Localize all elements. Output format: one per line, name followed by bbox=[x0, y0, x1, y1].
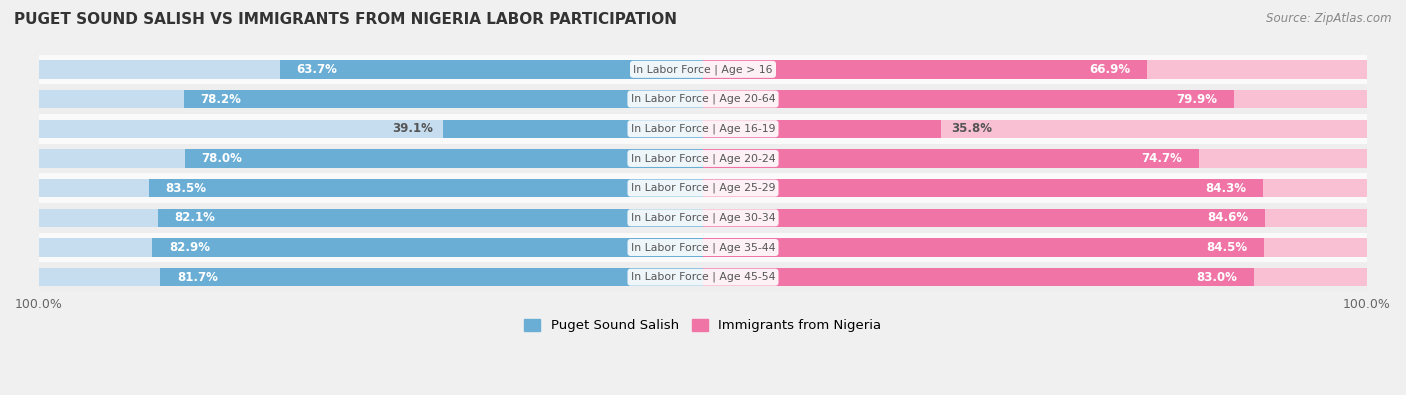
Bar bbox=[186, 149, 703, 167]
Bar bbox=[703, 120, 1367, 138]
Text: 63.7%: 63.7% bbox=[297, 63, 337, 76]
Bar bbox=[39, 114, 1367, 143]
Text: 84.3%: 84.3% bbox=[1205, 182, 1246, 195]
Text: Source: ZipAtlas.com: Source: ZipAtlas.com bbox=[1267, 12, 1392, 25]
Bar bbox=[703, 60, 1367, 79]
Bar bbox=[703, 179, 1367, 198]
Text: 78.2%: 78.2% bbox=[200, 92, 242, 105]
Bar bbox=[39, 268, 703, 286]
Text: 35.8%: 35.8% bbox=[950, 122, 991, 135]
Bar bbox=[39, 179, 703, 198]
Text: 82.1%: 82.1% bbox=[174, 211, 215, 224]
Bar bbox=[703, 120, 941, 138]
Text: In Labor Force | Age 45-54: In Labor Force | Age 45-54 bbox=[631, 272, 775, 282]
Bar bbox=[149, 179, 703, 198]
Text: In Labor Force | Age 20-24: In Labor Force | Age 20-24 bbox=[631, 153, 775, 164]
Text: 79.9%: 79.9% bbox=[1175, 92, 1218, 105]
Text: 82.9%: 82.9% bbox=[169, 241, 209, 254]
Bar bbox=[703, 268, 1367, 286]
Bar bbox=[39, 238, 703, 257]
Bar bbox=[703, 238, 1367, 257]
Bar bbox=[703, 149, 1199, 167]
Bar bbox=[39, 60, 703, 79]
Text: In Labor Force | Age > 16: In Labor Force | Age > 16 bbox=[633, 64, 773, 75]
Bar bbox=[703, 268, 1254, 286]
Bar bbox=[39, 233, 1367, 262]
Bar bbox=[39, 209, 703, 227]
Text: 81.7%: 81.7% bbox=[177, 271, 218, 284]
Bar bbox=[39, 149, 703, 167]
Bar bbox=[703, 90, 1367, 108]
Bar bbox=[39, 203, 1367, 233]
Bar bbox=[39, 143, 1367, 173]
Text: In Labor Force | Age 25-29: In Labor Force | Age 25-29 bbox=[631, 183, 775, 194]
Bar bbox=[39, 90, 703, 108]
Legend: Puget Sound Salish, Immigrants from Nigeria: Puget Sound Salish, Immigrants from Nige… bbox=[519, 314, 887, 338]
Bar bbox=[39, 120, 703, 138]
Bar bbox=[703, 90, 1233, 108]
Text: 74.7%: 74.7% bbox=[1142, 152, 1182, 165]
Bar bbox=[280, 60, 703, 79]
Text: In Labor Force | Age 30-34: In Labor Force | Age 30-34 bbox=[631, 213, 775, 223]
Text: 83.5%: 83.5% bbox=[165, 182, 207, 195]
Text: 84.5%: 84.5% bbox=[1206, 241, 1247, 254]
Text: In Labor Force | Age 35-44: In Labor Force | Age 35-44 bbox=[631, 242, 775, 253]
Bar bbox=[152, 238, 703, 257]
Bar bbox=[703, 209, 1265, 227]
Text: 66.9%: 66.9% bbox=[1090, 63, 1130, 76]
Text: In Labor Force | Age 16-19: In Labor Force | Age 16-19 bbox=[631, 124, 775, 134]
Text: 83.0%: 83.0% bbox=[1197, 271, 1237, 284]
Bar bbox=[443, 120, 703, 138]
Bar bbox=[703, 149, 1367, 167]
Text: 78.0%: 78.0% bbox=[201, 152, 242, 165]
Bar bbox=[184, 90, 703, 108]
Text: In Labor Force | Age 20-64: In Labor Force | Age 20-64 bbox=[631, 94, 775, 104]
Text: 84.6%: 84.6% bbox=[1208, 211, 1249, 224]
Bar bbox=[703, 209, 1367, 227]
Bar bbox=[703, 179, 1263, 198]
Text: 39.1%: 39.1% bbox=[392, 122, 433, 135]
Bar bbox=[39, 173, 1367, 203]
Bar bbox=[39, 84, 1367, 114]
Bar bbox=[160, 268, 703, 286]
Bar bbox=[39, 262, 1367, 292]
Text: PUGET SOUND SALISH VS IMMIGRANTS FROM NIGERIA LABOR PARTICIPATION: PUGET SOUND SALISH VS IMMIGRANTS FROM NI… bbox=[14, 12, 678, 27]
Bar bbox=[703, 60, 1147, 79]
Bar bbox=[157, 209, 703, 227]
Bar bbox=[39, 55, 1367, 84]
Bar bbox=[703, 238, 1264, 257]
